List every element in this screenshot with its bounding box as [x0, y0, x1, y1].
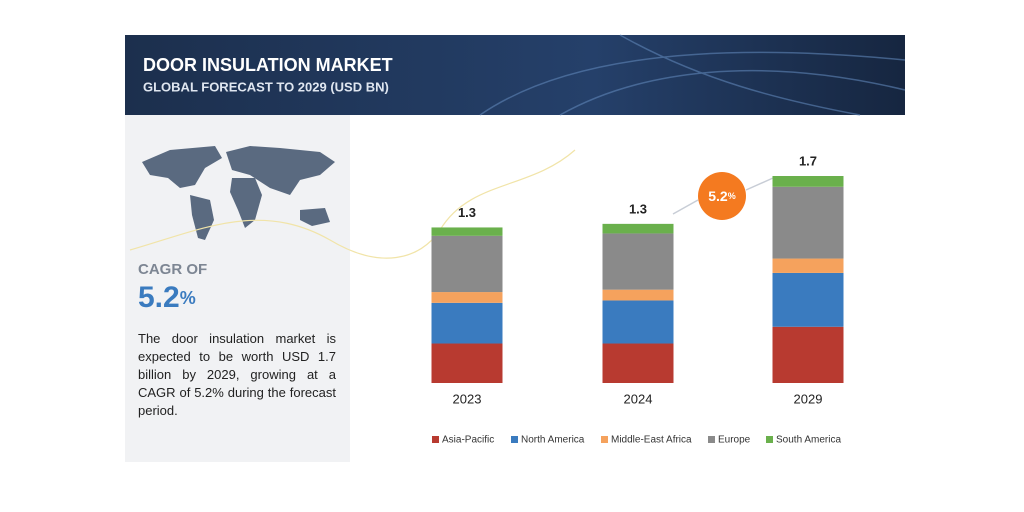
description: The door insulation market is expected t… [138, 331, 336, 418]
legend-label: South America [776, 435, 841, 446]
cagr-badge [698, 172, 746, 220]
badge-unit: % [728, 191, 736, 201]
cagr-value: 5.2% [138, 281, 196, 314]
bar-segment [602, 289, 674, 301]
bar-segment [431, 343, 503, 383]
bar-segment [602, 300, 674, 344]
cagr-heading: CAGR OF [138, 261, 207, 278]
legend-swatch [708, 436, 715, 443]
bar-segment [772, 186, 844, 259]
badge-number: 5.2 [708, 188, 728, 204]
bar-segment [431, 235, 503, 293]
x-tick-label: 2024 [624, 391, 653, 406]
bar-segment [431, 292, 503, 303]
bar-segment [602, 343, 674, 383]
legend-swatch [766, 436, 773, 443]
decor-curve [129, 149, 576, 259]
bar-segment [602, 223, 674, 234]
world-map [142, 146, 335, 240]
legend-label: Europe [718, 435, 751, 446]
cagr-unit: % [180, 288, 196, 308]
badge-arrow [672, 199, 699, 215]
header-decor [479, 34, 906, 116]
bar-segment [431, 302, 503, 344]
header [125, 35, 905, 115]
x-tick-label: 2023 [453, 391, 482, 406]
legend-swatch [511, 436, 518, 443]
legend-swatch [432, 436, 439, 443]
legend-label: North America [521, 435, 585, 446]
chart-title: DOOR INSULATION MARKET [143, 55, 393, 75]
total-label: 1.3 [458, 205, 476, 220]
bar-segment [602, 233, 674, 290]
legend-label: Asia-Pacific [442, 435, 494, 446]
legend-label: Middle-East Africa [611, 435, 692, 446]
x-tick-label: 2029 [794, 391, 823, 406]
total-label: 1.3 [629, 201, 647, 216]
total-label: 1.7 [799, 153, 817, 168]
cagr-number: 5.2 [138, 281, 180, 314]
legend-swatch [601, 436, 608, 443]
badge-arrow [745, 177, 774, 191]
bar-segment [772, 258, 844, 273]
bar-segment [772, 272, 844, 327]
cagr-badge-label: 5.2% [708, 188, 735, 204]
bar-segment [772, 326, 844, 383]
bar-segment [772, 176, 844, 187]
chart-subtitle: GLOBAL FORECAST TO 2029 (USD BN) [143, 79, 389, 94]
bar-segment [431, 227, 503, 236]
